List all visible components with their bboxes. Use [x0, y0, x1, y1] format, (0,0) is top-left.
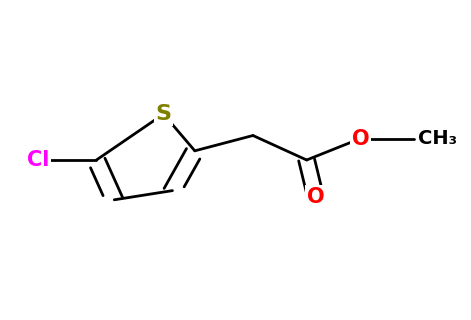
Text: S: S	[155, 104, 171, 124]
Text: O: O	[307, 187, 325, 207]
Text: O: O	[351, 129, 369, 148]
Text: CH₃: CH₃	[418, 129, 457, 148]
Text: Cl: Cl	[27, 150, 49, 170]
